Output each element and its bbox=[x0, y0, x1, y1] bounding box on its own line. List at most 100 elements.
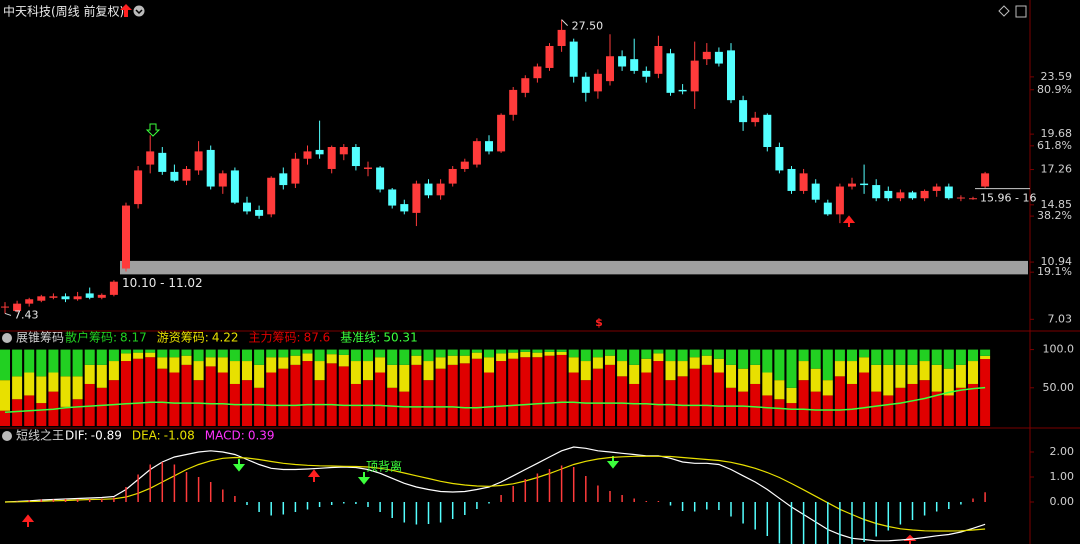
candle-body bbox=[424, 183, 433, 196]
stack-segment bbox=[375, 357, 386, 373]
stack-segment bbox=[36, 376, 47, 404]
dropdown-icon[interactable] bbox=[133, 5, 145, 17]
stack-segment bbox=[36, 349, 47, 377]
candle-body bbox=[303, 151, 312, 159]
stack-segment bbox=[387, 349, 398, 365]
stack-segment bbox=[60, 349, 71, 377]
diamond-icon[interactable] bbox=[998, 5, 1010, 17]
stack-segment bbox=[447, 349, 458, 356]
stack-segment bbox=[568, 349, 579, 358]
stack-segment bbox=[290, 355, 301, 365]
stack-segment bbox=[60, 376, 71, 407]
candle-body bbox=[956, 197, 965, 199]
candle-body bbox=[61, 296, 70, 300]
stack-segment bbox=[399, 349, 410, 365]
stack-segment bbox=[435, 349, 446, 358]
stack-segment bbox=[459, 349, 470, 356]
indicator-line bbox=[4, 446, 986, 542]
panel-title: 短线之王 bbox=[16, 429, 64, 443]
y-tick-label: 23.59 bbox=[1041, 70, 1073, 83]
stack-segment bbox=[592, 368, 603, 426]
last-price-label: 15.96 - 16 bbox=[980, 192, 1036, 205]
stack-segment bbox=[738, 391, 749, 426]
stack-segment bbox=[471, 358, 482, 426]
candle-body bbox=[1, 306, 9, 308]
candle-body bbox=[787, 168, 796, 191]
stack-segment bbox=[726, 349, 736, 365]
legend-value: 87.6 bbox=[304, 331, 331, 345]
stack-segment bbox=[810, 368, 821, 392]
candle-body bbox=[37, 296, 46, 301]
stack-segment bbox=[459, 355, 470, 364]
stack-segment bbox=[496, 361, 507, 426]
candle-body bbox=[218, 173, 227, 187]
stack-segment bbox=[689, 349, 700, 358]
stack-segment bbox=[798, 380, 809, 426]
candle-body bbox=[654, 45, 663, 74]
stack-segment bbox=[520, 351, 531, 358]
stack-segment bbox=[447, 355, 458, 365]
legend-label: 基准线: bbox=[340, 331, 380, 345]
stack-segment bbox=[290, 364, 301, 426]
stack-segment bbox=[84, 383, 95, 426]
stack-segment bbox=[266, 357, 277, 373]
candle-body bbox=[412, 183, 421, 213]
stack-segment bbox=[411, 349, 422, 356]
candle-body bbox=[279, 173, 288, 186]
window-icon[interactable] bbox=[1015, 5, 1027, 18]
stack-segment bbox=[181, 364, 192, 426]
candle-body bbox=[146, 151, 155, 165]
stack-segment bbox=[508, 349, 519, 353]
candle-body bbox=[714, 51, 723, 64]
signal-arrow bbox=[145, 123, 161, 137]
candle-body bbox=[170, 171, 179, 181]
candle-body bbox=[73, 296, 82, 300]
signal-marker: $ bbox=[595, 316, 603, 329]
stack-segment bbox=[750, 349, 761, 365]
stack-segment bbox=[471, 349, 482, 353]
stack-segment bbox=[121, 349, 131, 354]
candle-body bbox=[884, 190, 893, 199]
stack-segment bbox=[254, 364, 265, 388]
stack-segment bbox=[508, 358, 519, 426]
stack-segment bbox=[968, 349, 978, 362]
stack-segment bbox=[665, 361, 676, 381]
stack-segment bbox=[738, 368, 749, 392]
candle-body bbox=[799, 173, 808, 191]
legend-value: -0.89 bbox=[91, 429, 122, 443]
candle-body bbox=[230, 170, 239, 203]
panel-title: 展锥筹码 bbox=[16, 331, 64, 345]
stack-segment bbox=[919, 349, 930, 362]
candle-body bbox=[158, 152, 167, 172]
stack-segment bbox=[435, 368, 446, 426]
chip-zone bbox=[120, 260, 1028, 275]
stack-segment bbox=[72, 349, 83, 377]
stack-segment bbox=[145, 357, 156, 426]
stack-segment bbox=[254, 349, 265, 365]
panel-icon[interactable] bbox=[2, 333, 12, 343]
stack-segment bbox=[907, 364, 918, 384]
stack-segment bbox=[290, 349, 301, 356]
legend-value: 50.31 bbox=[383, 331, 417, 345]
signal-arrow bbox=[232, 459, 246, 472]
candle-body bbox=[642, 70, 651, 77]
stack-segment bbox=[181, 355, 192, 365]
stack-segment bbox=[955, 349, 966, 365]
candle-body bbox=[666, 53, 675, 93]
stack-segment bbox=[568, 372, 579, 426]
stack-segment bbox=[786, 387, 797, 404]
candle-body bbox=[775, 147, 784, 171]
panel-icon[interactable] bbox=[2, 431, 12, 441]
stack-segment bbox=[193, 361, 204, 381]
candle-body bbox=[896, 192, 905, 199]
candle-body bbox=[569, 41, 578, 77]
stack-segment bbox=[750, 364, 761, 384]
stack-segment bbox=[387, 364, 398, 388]
stack-segment bbox=[774, 399, 785, 426]
stack-segment bbox=[677, 361, 688, 377]
stack-segment bbox=[931, 391, 942, 426]
candle-body bbox=[13, 303, 22, 311]
candle-body bbox=[472, 141, 481, 165]
stack-segment bbox=[338, 366, 349, 426]
chart-title: 中天科技(周线 前复权) bbox=[3, 4, 124, 19]
